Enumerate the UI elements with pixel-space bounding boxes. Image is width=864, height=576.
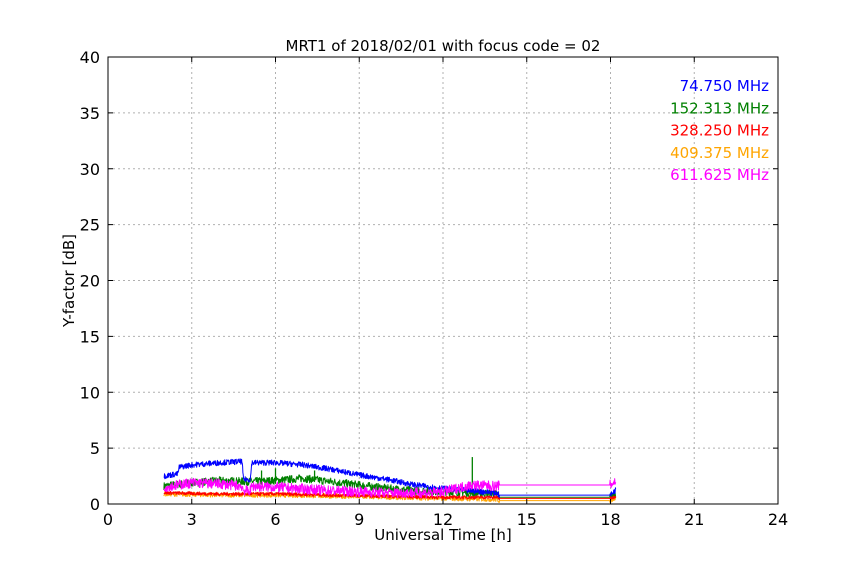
y-tick-label: 5 [90, 439, 100, 458]
legend-entry: 611.625 MHz [670, 166, 769, 184]
y-tick-label: 30 [80, 160, 100, 179]
x-tick-label: 12 [433, 510, 453, 529]
x-tick-label: 3 [187, 510, 197, 529]
legend-entry: 152.313 MHz [670, 99, 769, 117]
y-tick-label: 20 [80, 272, 100, 291]
ticks: 0 3 6 9 12 15 18 21 24 0 5 10 15 20 25 30 35 40 [80, 48, 789, 529]
series-line [163, 458, 617, 498]
x-axis-label: Universal Time [h] [374, 526, 512, 544]
legend-entry: 74.750 MHz [680, 77, 769, 95]
x-tick-label: 9 [354, 510, 364, 529]
x-tick-label: 18 [600, 510, 620, 529]
y-tick-label: 25 [80, 216, 100, 235]
series-line [163, 490, 617, 501]
series-line [163, 477, 617, 499]
y-tick-label: 10 [80, 383, 100, 402]
x-tick-label: 21 [684, 510, 704, 529]
legend-entry: 328.250 MHz [670, 122, 769, 140]
chart-title: MRT1 of 2018/02/01 with focus code = 02 [286, 37, 601, 55]
y-tick-label: 15 [80, 327, 100, 346]
y-tick-label: 35 [80, 104, 100, 123]
grid [108, 57, 778, 504]
y-axis-label: Y-factor [dB] [60, 234, 78, 328]
x-tick-label: 6 [270, 510, 280, 529]
legend-entry: 409.375 MHz [670, 144, 769, 162]
series-layer [163, 457, 617, 503]
y-tick-label: 40 [80, 48, 100, 67]
legend: 74.750 MHz 152.313 MHz 328.250 MHz 409.375 … [670, 77, 769, 184]
x-tick-label: 15 [517, 510, 537, 529]
y-tick-label: 0 [90, 495, 100, 514]
x-tick-label: 24 [768, 510, 788, 529]
x-tick-label: 0 [103, 510, 113, 529]
